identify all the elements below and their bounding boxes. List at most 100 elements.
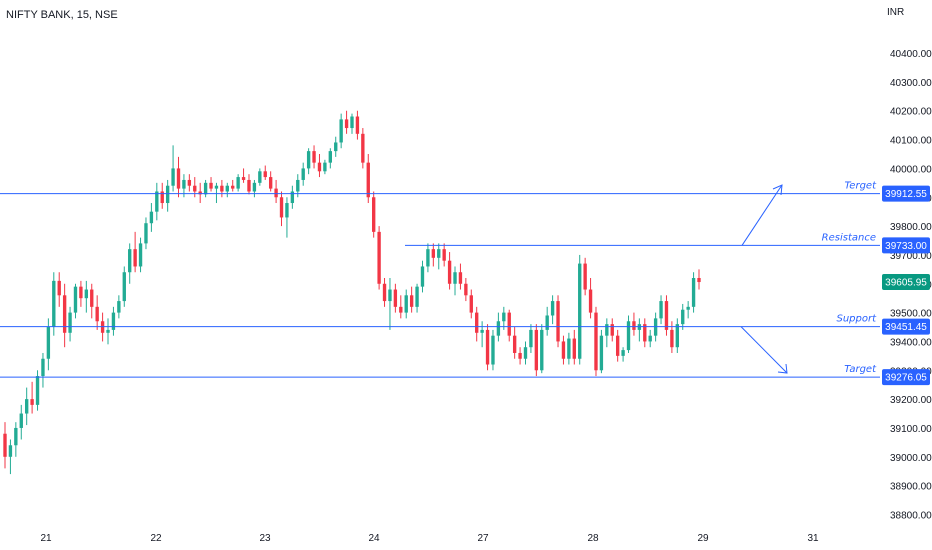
symbol-title: NIFTY BANK, 15, NSE bbox=[6, 9, 118, 21]
candle bbox=[388, 278, 392, 330]
svg-text:39912.55: 39912.55 bbox=[885, 189, 927, 200]
candle bbox=[659, 295, 663, 325]
candle bbox=[377, 226, 381, 290]
candle bbox=[437, 243, 441, 270]
candle bbox=[3, 422, 7, 469]
svg-text:39451.45: 39451.45 bbox=[885, 322, 927, 333]
down-arrow-icon bbox=[740, 326, 788, 374]
level-label-terget: Terget bbox=[844, 181, 877, 192]
y-tick-label: 39800.00 bbox=[890, 222, 932, 233]
candle bbox=[187, 174, 192, 192]
candle bbox=[171, 145, 175, 192]
candle bbox=[485, 324, 490, 371]
candle bbox=[209, 177, 213, 192]
up-arrow-icon bbox=[741, 184, 783, 246]
candle bbox=[512, 327, 517, 359]
candle bbox=[203, 179, 208, 198]
candle bbox=[241, 168, 246, 183]
candle bbox=[567, 332, 571, 365]
candle bbox=[643, 318, 647, 348]
candle bbox=[344, 110, 349, 134]
candle bbox=[84, 280, 89, 313]
level-price-badge: 39451.45 bbox=[882, 318, 930, 335]
candle bbox=[68, 306, 72, 342]
candle bbox=[155, 182, 159, 221]
candle bbox=[475, 306, 479, 342]
candle bbox=[274, 179, 278, 204]
candle bbox=[122, 266, 126, 307]
candle bbox=[258, 168, 262, 186]
candle bbox=[79, 280, 83, 307]
candle bbox=[312, 145, 316, 169]
projection-arrows bbox=[740, 184, 788, 374]
price-axis[interactable]: 38800.00 38900.00 39000.00 39100.00 39200.00… bbox=[890, 49, 932, 521]
x-tick-label: 29 bbox=[697, 533, 709, 544]
candle bbox=[578, 254, 582, 365]
candle bbox=[431, 243, 436, 267]
candle bbox=[621, 347, 625, 362]
candle bbox=[550, 295, 555, 325]
y-tick-label: 40300.00 bbox=[890, 78, 932, 89]
svg-text:39276.05: 39276.05 bbox=[885, 373, 927, 384]
level-label-resistance: Resistance bbox=[822, 232, 876, 243]
candle bbox=[610, 318, 614, 342]
candle bbox=[317, 154, 322, 178]
candle bbox=[350, 113, 354, 134]
candle bbox=[106, 318, 110, 345]
y-tick-label: 39500.00 bbox=[890, 309, 932, 320]
candle bbox=[247, 174, 251, 195]
candle bbox=[382, 278, 387, 307]
candle bbox=[615, 329, 620, 362]
candle bbox=[165, 179, 170, 212]
currency-label: INR bbox=[887, 7, 904, 18]
level-price-badge: 39912.55 bbox=[882, 185, 930, 202]
candle bbox=[588, 278, 593, 319]
candle bbox=[442, 243, 446, 267]
candle bbox=[420, 260, 425, 293]
x-tick-label: 21 bbox=[40, 533, 52, 544]
candle bbox=[138, 237, 143, 273]
candle bbox=[231, 179, 235, 192]
candle bbox=[268, 171, 273, 192]
candle bbox=[30, 381, 34, 414]
candle bbox=[176, 156, 181, 198]
last-price-badge: 39605.95 bbox=[882, 274, 930, 291]
x-tick-label: 31 bbox=[807, 533, 819, 544]
candle bbox=[160, 182, 164, 209]
candle bbox=[426, 243, 430, 273]
candle bbox=[545, 306, 549, 336]
level-price-badge: 39733.00 bbox=[882, 237, 930, 254]
svg-text:39733.00: 39733.00 bbox=[885, 241, 927, 252]
x-tick-label: 23 bbox=[259, 533, 271, 544]
candle bbox=[502, 306, 506, 330]
y-tick-label: 38800.00 bbox=[890, 510, 932, 521]
price-badges: 39912.55 39733.00 39451.45 39276.05 39605.95 bbox=[882, 185, 930, 386]
candle bbox=[149, 203, 154, 232]
candle bbox=[675, 318, 679, 353]
candle bbox=[35, 370, 40, 411]
candle bbox=[697, 269, 701, 290]
candle bbox=[637, 318, 642, 342]
candle bbox=[507, 309, 511, 342]
candle bbox=[399, 295, 403, 319]
candle bbox=[62, 283, 67, 348]
candle bbox=[491, 329, 495, 371]
y-tick-label: 40000.00 bbox=[890, 164, 932, 175]
candle bbox=[193, 177, 197, 198]
horizontal-levels[interactable]: Terget Resistance Support Target bbox=[0, 181, 880, 378]
candle bbox=[144, 217, 148, 250]
candle bbox=[453, 266, 457, 296]
time-axis[interactable]: 21 22 23 24 27 28 29 31 bbox=[40, 533, 819, 544]
candle bbox=[648, 329, 652, 348]
x-tick-label: 22 bbox=[150, 533, 162, 544]
candle bbox=[409, 286, 414, 313]
candle bbox=[95, 295, 99, 330]
candle bbox=[361, 128, 365, 169]
y-tick-label: 40200.00 bbox=[890, 107, 932, 118]
candle bbox=[334, 136, 338, 157]
y-tick-label: 39200.00 bbox=[890, 395, 932, 406]
candle bbox=[14, 422, 18, 457]
y-tick-label: 39400.00 bbox=[890, 337, 932, 348]
candle bbox=[518, 347, 522, 365]
